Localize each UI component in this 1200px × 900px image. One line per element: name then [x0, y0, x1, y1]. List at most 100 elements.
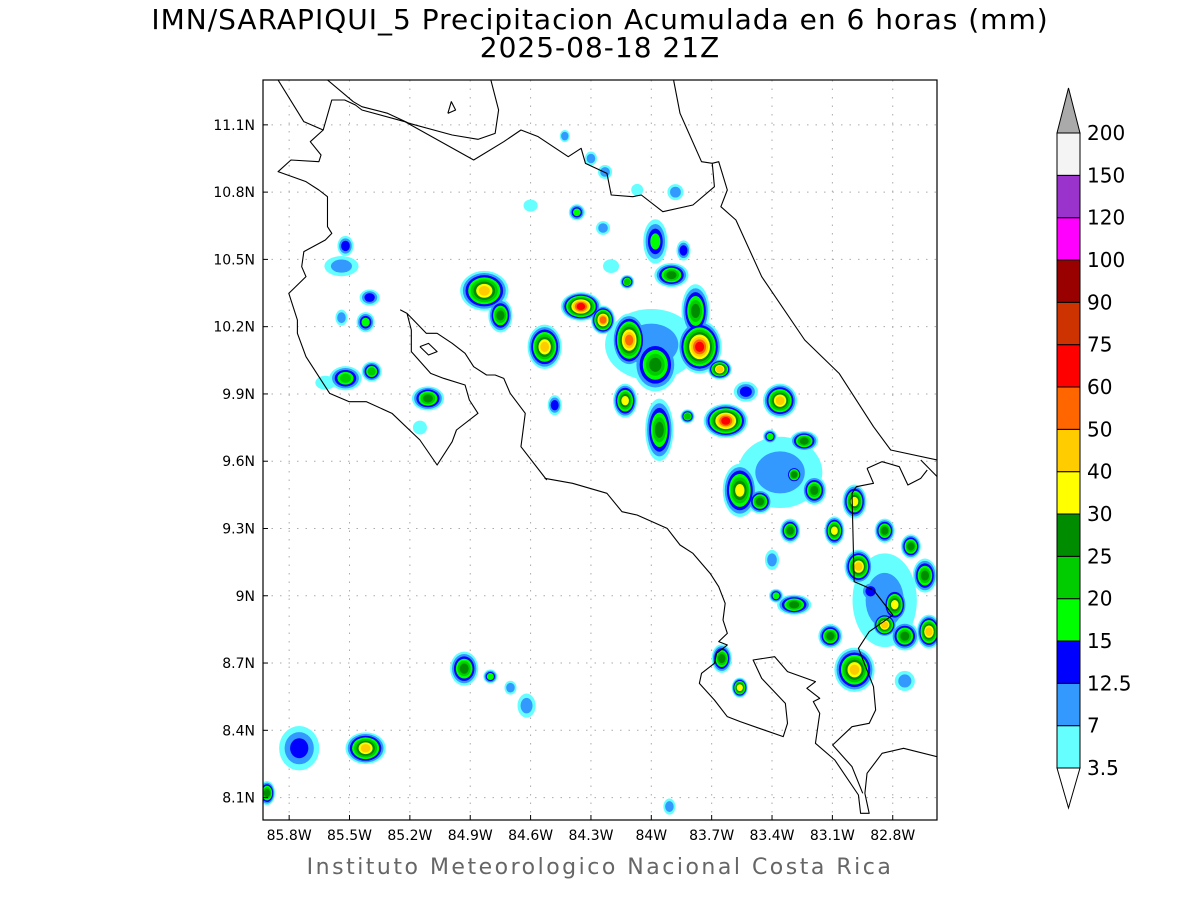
colorbar-swatch-15 [1056, 598, 1081, 642]
colorbar-swatch-150 [1056, 132, 1081, 176]
precip-contour-25 [826, 632, 835, 641]
colorbar-swatch-30 [1056, 471, 1081, 515]
caribbean-coast-nicaragua [673, 80, 713, 164]
colorbar-label: 50 [1087, 417, 1112, 441]
colorbar-swatch-50 [1056, 386, 1081, 430]
island-outline [447, 101, 457, 114]
precip-contour-25 [799, 437, 809, 445]
colorbar-label: 12.5 [1087, 671, 1132, 695]
precip-contour-40 [849, 664, 860, 675]
grid-lines [263, 80, 937, 820]
colorbar-label: 25 [1087, 544, 1112, 568]
colorbar-swatch-3.5 [1056, 725, 1081, 769]
precip-contour-30 [736, 684, 743, 692]
footer-credit: Instituto Meteorologico Nacional Costa R… [306, 855, 894, 880]
colorbar-swatch-90 [1056, 259, 1081, 303]
precip-contour-7 [586, 153, 596, 164]
precip-contour-50 [625, 334, 634, 346]
precip-contour-25 [691, 303, 701, 319]
precip-contour-25 [881, 526, 889, 535]
precip-contour-3.5 [631, 183, 644, 196]
lat-tick-label: 10.8N [213, 185, 255, 201]
panama-border [832, 468, 894, 794]
precip-contour-40 [775, 396, 785, 406]
precip-contour-20 [623, 278, 631, 286]
precip-contour-25 [790, 471, 798, 479]
precip-contour-40 [540, 341, 550, 353]
precip-contour-25 [786, 526, 794, 535]
precip-contour-3.5 [523, 199, 538, 212]
colorbar-label: 150 [1087, 163, 1125, 187]
gulf-island [419, 342, 438, 356]
colorbar-label: 100 [1087, 248, 1125, 272]
precip-contour-40 [854, 562, 863, 571]
precip-contour-7 [337, 312, 346, 324]
precip-contour-25 [263, 789, 271, 798]
axis-ticks: 11.1N 10.8N 10.5N 10.2N 9.9N 9.6N 9.3N 9N 8.7N 8.… [213, 118, 915, 844]
nicaragua-border-caribbean-coast [322, 99, 937, 461]
lon-tick-label: 83.7W [689, 828, 734, 844]
lat-tick-label: 9.3N [222, 521, 255, 537]
precip-contour-25 [810, 485, 819, 495]
pacific-coast-north [277, 80, 548, 481]
lon-tick-label: 85.2W [387, 828, 432, 844]
lat-tick-label: 9.9N [222, 387, 255, 403]
precip-contour-12.5 [550, 399, 559, 411]
precip-contour-7 [520, 697, 533, 714]
precip-contour-40 [716, 366, 724, 373]
precip-contour-12.5 [865, 586, 876, 597]
precip-contour-12.5 [341, 240, 350, 252]
pacific-coast-south [544, 477, 937, 814]
lon-tick-label: 83.1W [810, 828, 855, 844]
colorbar-label: 7 [1087, 714, 1100, 738]
colorbar-swatch-7 [1056, 682, 1081, 727]
precip-contour-25 [900, 631, 910, 641]
map-title: IMN/SARAPIQUI_5 Precipitacion Acumulada … [151, 3, 1049, 36]
lon-tick-label: 85.8W [267, 828, 312, 844]
colorbar-label: 90 [1087, 290, 1112, 314]
colorbar-under-triangle [1056, 767, 1081, 810]
colorbar: 3.5 7 12.5 15 20 25 30 40 50 60 75 90 100 120 150 200 [1056, 87, 1132, 810]
precip-contour-40 [478, 285, 490, 296]
caribbean-coast-east [920, 459, 937, 478]
precip-contour-15 [772, 592, 780, 600]
precip-contour-15 [766, 433, 774, 441]
precip-contour-25 [423, 394, 433, 403]
lat-tick-label: 9.6N [222, 454, 255, 470]
precip-contour-12.5 [364, 293, 375, 302]
precipitation-field [263, 130, 937, 815]
precip-contour-7 [330, 259, 352, 273]
precip-contour-25 [459, 663, 469, 674]
colorbar-swatch-25 [1056, 513, 1081, 557]
precip-contour-30 [830, 526, 838, 535]
precip-contour-25 [666, 271, 677, 280]
lat-tick-label: 9N [236, 589, 255, 605]
precip-contour-60 [576, 302, 586, 311]
precip-contour-25 [755, 497, 765, 506]
colorbar-label: 200 [1087, 121, 1125, 145]
precip-contour-30 [735, 483, 745, 497]
precip-contour-25 [920, 570, 930, 581]
precip-contour-3.5 [603, 259, 620, 274]
precip-contour-25 [718, 654, 726, 664]
colorbar-label: 40 [1087, 460, 1112, 484]
precip-contour-7 [506, 682, 515, 693]
precip-contour-15 [650, 233, 661, 250]
lon-tick-label: 82.8W [870, 828, 915, 844]
lon-tick-label: 83.4W [750, 828, 795, 844]
colorbar-over-triangle [1056, 87, 1081, 134]
lat-tick-label: 10.2N [213, 320, 255, 336]
precip-contour-40 [881, 621, 889, 629]
precip-contour-20 [367, 367, 376, 376]
lat-tick-label: 11.1N [213, 118, 255, 134]
precip-contour-7 [755, 451, 805, 494]
coastlines-borders [277, 80, 937, 814]
colorbar-label: 60 [1087, 375, 1112, 399]
precip-contour-15 [573, 208, 581, 217]
precip-contour-30 [621, 395, 629, 406]
plot-frame [262, 79, 938, 821]
precip-contour-7 [561, 131, 569, 141]
colorbar-label: 120 [1087, 206, 1125, 230]
precip-contour-30 [890, 600, 899, 610]
